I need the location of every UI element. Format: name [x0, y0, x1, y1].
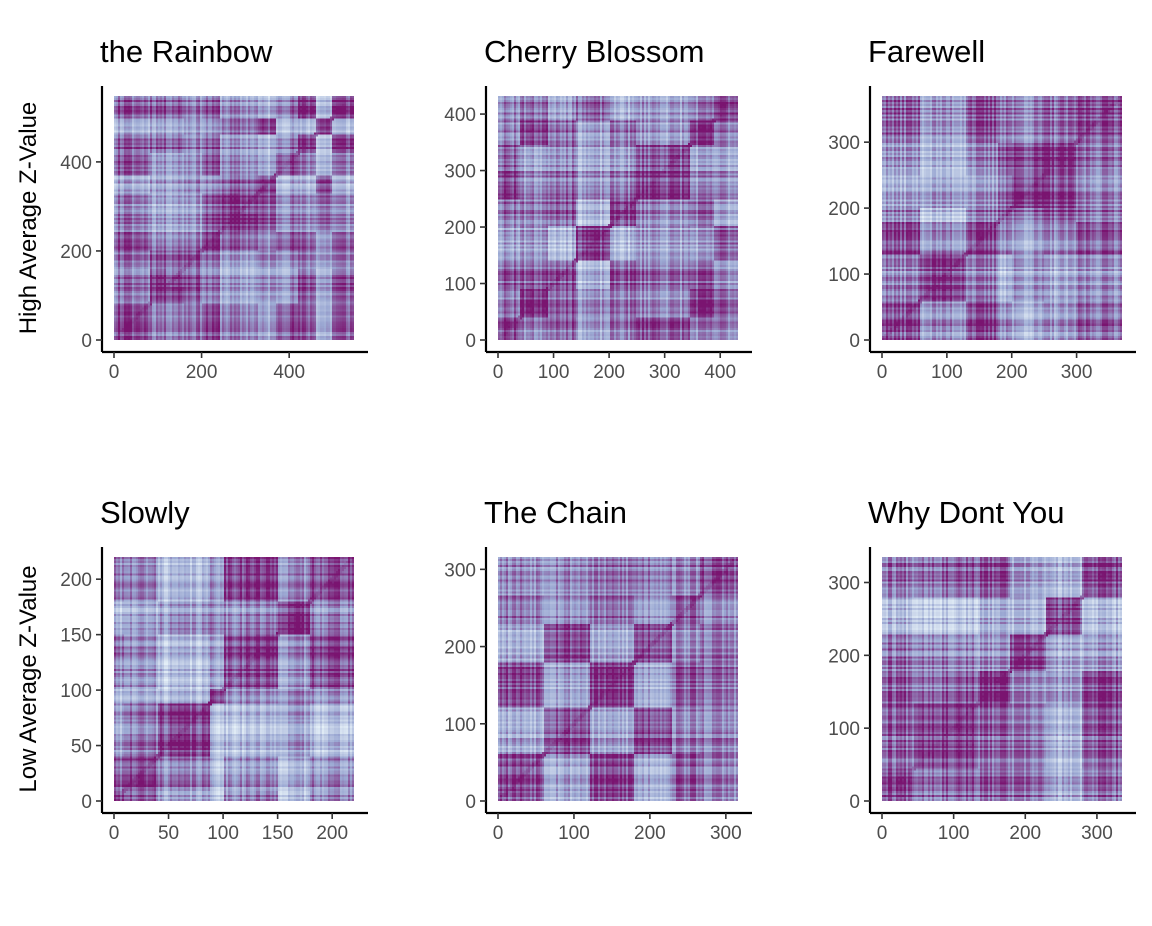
- y-tick-label: 0: [849, 331, 860, 352]
- x-tick-label: 100: [207, 823, 239, 844]
- x-tick-label: 100: [938, 823, 970, 844]
- row-label-high: High Average Z-Value: [15, 102, 42, 335]
- y-tick-label: 400: [60, 153, 92, 174]
- y-tick-label: 100: [60, 681, 92, 702]
- y-tick-label: 100: [828, 265, 860, 286]
- x-tick-label: 0: [493, 823, 504, 844]
- panel-4: The Chain 0 100 200 300 0 100 200 300: [444, 495, 752, 844]
- x-tick-label: 400: [273, 362, 305, 383]
- x-tick-label: 150: [262, 823, 294, 844]
- x-tick-label: 100: [931, 362, 963, 383]
- panel-3: Slowly 0 50 100 150 200 0 50 100 150 200: [60, 495, 368, 844]
- x-tick-label: 200: [593, 362, 625, 383]
- y-tick-label: 0: [465, 792, 476, 813]
- y-tick-label: 150: [60, 626, 92, 647]
- x-tick-label: 300: [710, 823, 742, 844]
- y-tick-label: 200: [444, 638, 476, 659]
- panel-title: The Chain: [484, 495, 627, 530]
- y-tick-label: 300: [828, 573, 860, 594]
- heatmap-image: [882, 96, 1122, 340]
- x-tick-label: 200: [1009, 823, 1041, 844]
- x-tick-label: 300: [1061, 362, 1093, 383]
- panel-5: Why Dont You 0 100 200 300 0 100 200 300: [828, 495, 1136, 844]
- x-tick-label: 400: [704, 362, 736, 383]
- x-tick-label: 0: [109, 823, 120, 844]
- y-tick-label: 200: [828, 646, 860, 667]
- heatmap-image: [498, 96, 738, 340]
- y-tick-label: 200: [60, 570, 92, 591]
- panel-title: the Rainbow: [100, 34, 273, 69]
- x-tick-label: 300: [649, 362, 681, 383]
- x-tick-label: 50: [158, 823, 179, 844]
- panel-1: Cherry Blossom 0 100 200 300 400 0 100 200 300 400: [444, 34, 752, 383]
- x-tick-label: 0: [109, 362, 120, 383]
- y-tick-label: 100: [444, 275, 476, 296]
- x-tick-label: 100: [558, 823, 590, 844]
- y-tick-label: 300: [828, 133, 860, 154]
- x-tick-label: 200: [634, 823, 666, 844]
- y-tick-label: 200: [60, 242, 92, 263]
- panel-0: the Rainbow 0 200 400 0 200 400: [60, 34, 368, 383]
- heatmap-image: [114, 96, 354, 340]
- y-tick-label: 300: [444, 162, 476, 183]
- y-tick-label: 0: [465, 331, 476, 352]
- panel-title: Slowly: [100, 495, 190, 530]
- x-tick-label: 200: [186, 362, 218, 383]
- y-tick-label: 100: [444, 715, 476, 736]
- y-tick-label: 0: [81, 792, 92, 813]
- y-tick-label: 300: [444, 560, 476, 581]
- x-tick-label: 100: [538, 362, 570, 383]
- x-tick-label: 200: [996, 362, 1028, 383]
- panel-title: Farewell: [868, 34, 985, 69]
- y-tick-label: 200: [828, 199, 860, 220]
- row-label-low: Low Average Z-Value: [15, 565, 42, 792]
- panel-title: Cherry Blossom: [484, 34, 705, 69]
- heatmap-image: [498, 557, 738, 801]
- y-tick-label: 50: [71, 737, 92, 758]
- y-tick-label: 100: [828, 719, 860, 740]
- y-tick-label: 0: [849, 792, 860, 813]
- x-tick-label: 300: [1081, 823, 1113, 844]
- heatmap-image: [882, 557, 1122, 801]
- y-tick-label: 200: [444, 218, 476, 239]
- heatmap-image: [114, 557, 354, 801]
- y-tick-label: 0: [81, 331, 92, 352]
- x-tick-label: 0: [493, 362, 504, 383]
- y-tick-label: 400: [444, 105, 476, 126]
- x-tick-label: 0: [877, 362, 888, 383]
- x-tick-label: 200: [316, 823, 348, 844]
- panel-2: Farewell 0 100 200 300 0 100 200 300: [828, 34, 1136, 383]
- x-tick-label: 0: [877, 823, 888, 844]
- panel-title: Why Dont You: [868, 495, 1064, 530]
